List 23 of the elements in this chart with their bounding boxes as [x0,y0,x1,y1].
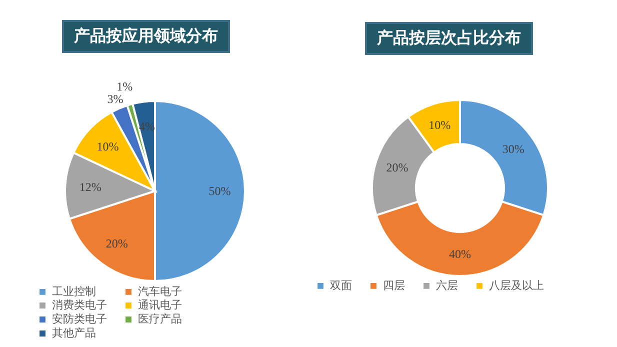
data-label: 50% [208,184,231,198]
data-label: 40% [449,247,471,261]
legend-label: 其他产品 [52,326,96,340]
data-label: 20% [106,236,128,250]
legend-label: 六层 [436,278,458,292]
legend-label: 双面 [330,278,352,292]
data-label: 10% [96,140,119,154]
legend-label: 四层 [383,278,405,292]
data-label: 1% [116,79,133,94]
legend-label: 八层及以上 [489,278,544,292]
data-label: 10% [428,118,451,132]
chart-title: 产品按层次占比分布 [365,22,533,55]
data-label: 30% [502,142,524,156]
data-label: 3% [107,92,124,106]
legend-label: 汽车电子 [138,284,182,298]
legend-label: 安防类电子 [52,312,107,326]
data-label: 20% [386,160,408,175]
legend-label: 消费类电子 [52,298,107,312]
legend-label: 医疗产品 [138,312,182,326]
legend-label: 通讯电子 [138,298,182,312]
data-label: 12% [79,180,102,194]
legend-label: 工业控制 [52,284,96,298]
chart-title: 产品按应用领域分布 [62,20,230,53]
